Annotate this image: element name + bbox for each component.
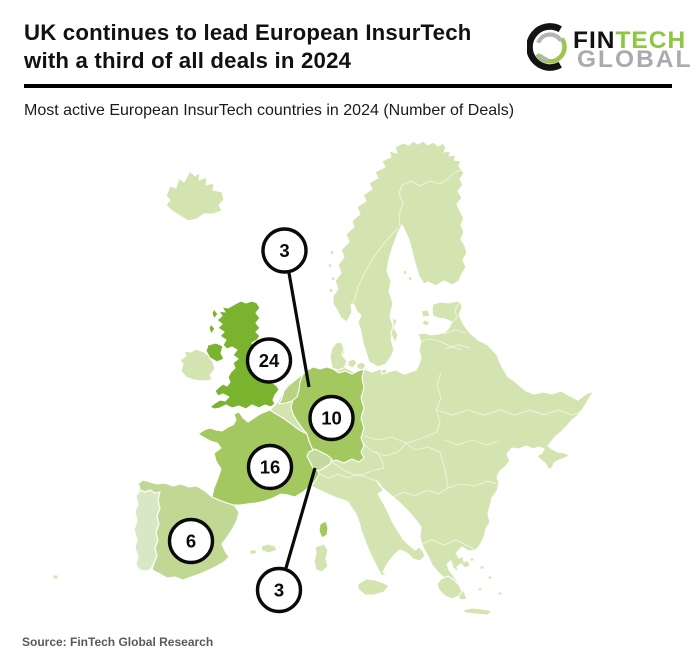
svg-text:16: 16	[260, 457, 281, 478]
svg-text:6: 6	[186, 531, 196, 552]
svg-text:GLOBAL: GLOBAL	[577, 46, 692, 73]
svg-text:FINTECH: FINTECH	[573, 27, 686, 54]
svg-text:3: 3	[279, 240, 289, 261]
svg-text:10: 10	[321, 408, 342, 429]
svg-text:24: 24	[259, 350, 280, 371]
svg-text:3: 3	[274, 580, 284, 601]
